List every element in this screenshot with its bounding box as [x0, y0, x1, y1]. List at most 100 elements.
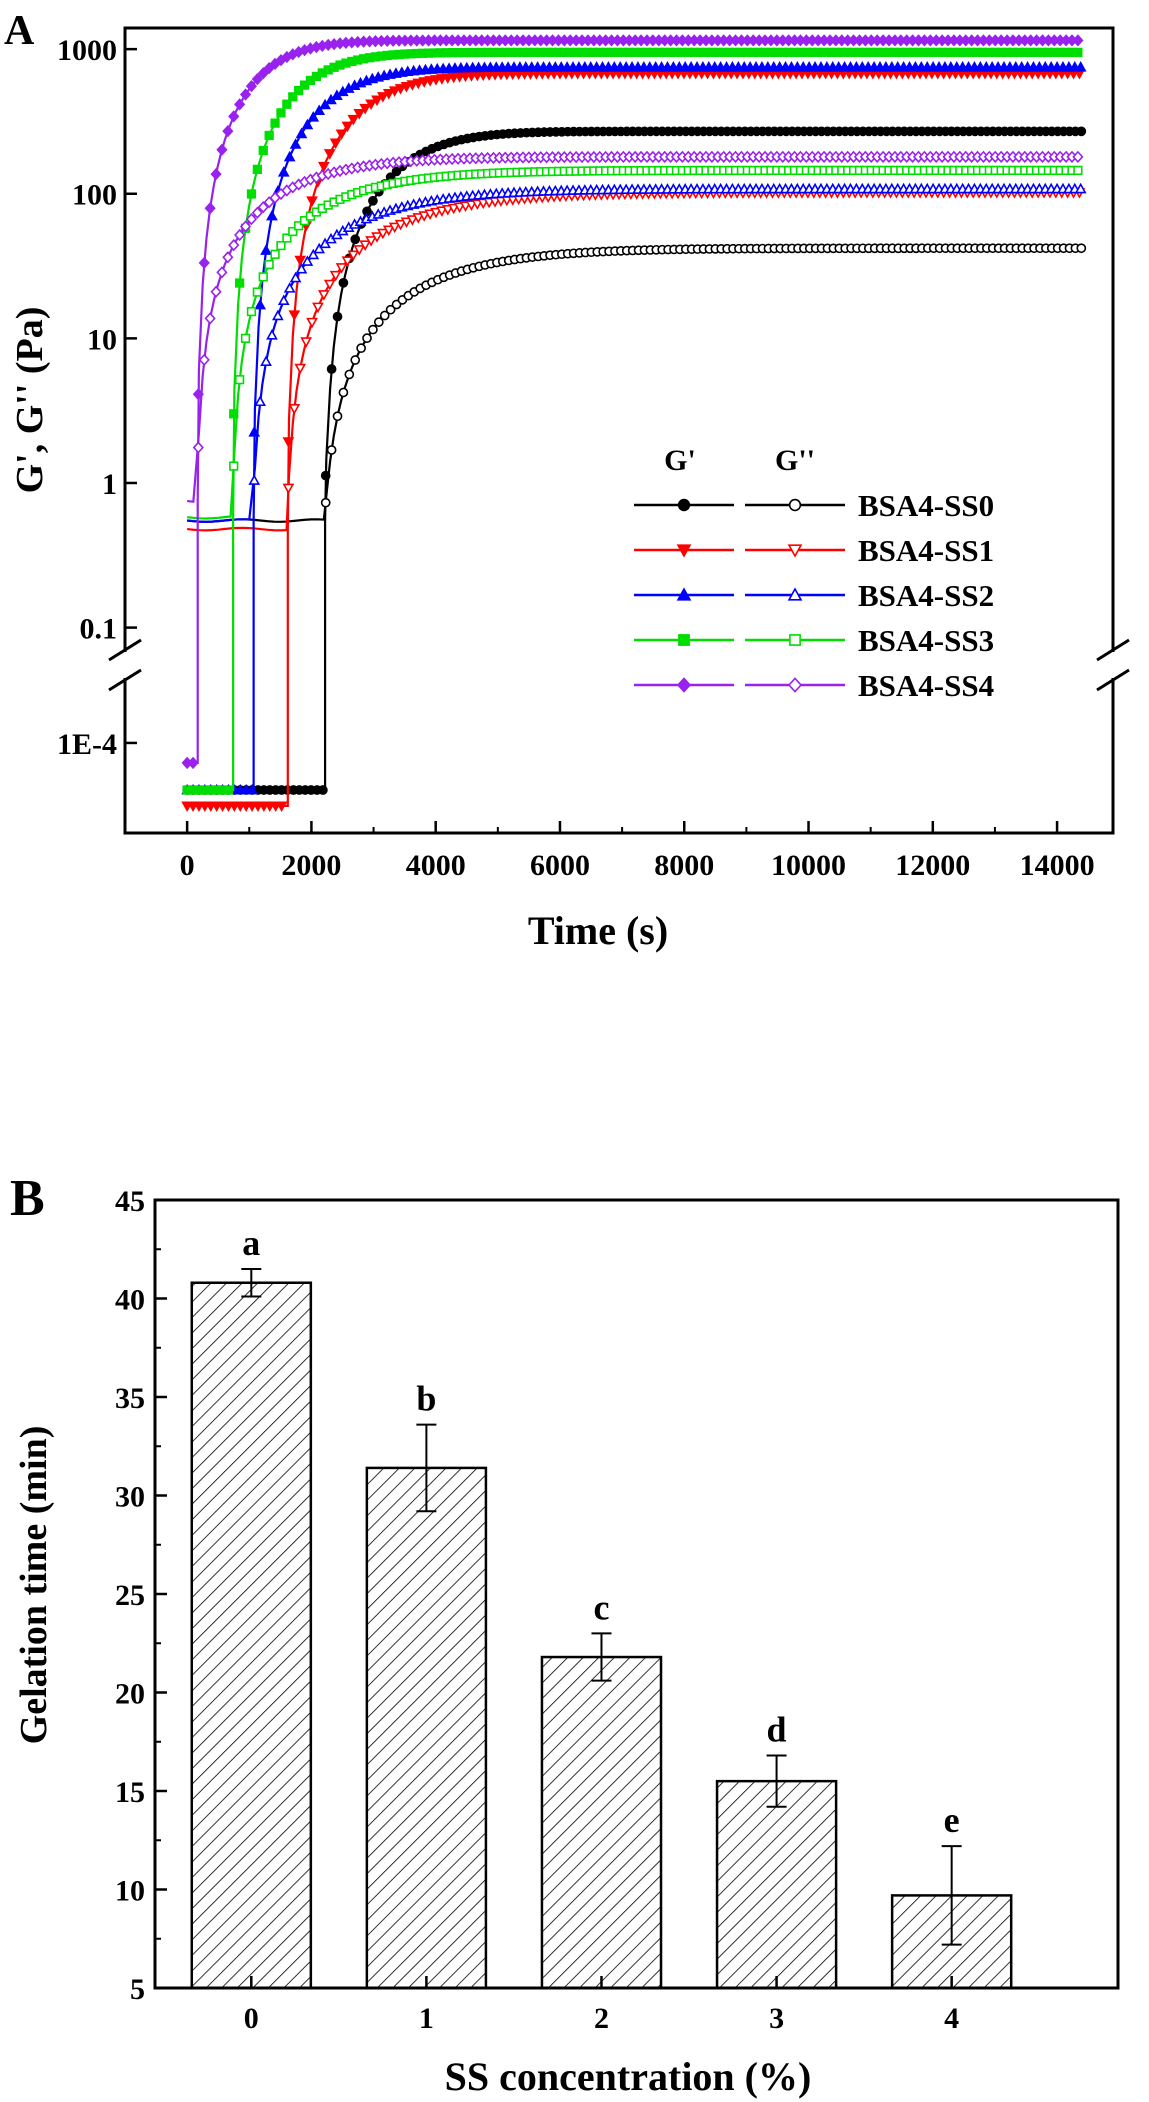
storage-point-BSA4-SS3	[264, 130, 274, 141]
loss-point-BSA4-SS0	[320, 497, 331, 508]
loss-point-BSA4-SS3	[240, 333, 251, 343]
storage-point-BSA4-SS2	[307, 111, 320, 122]
storage-point-low-BSA4-SS3	[223, 785, 234, 795]
storage-point-BSA4-SS4	[210, 167, 222, 181]
storage-point-BSA4-SS2	[313, 104, 326, 115]
loss-point-BSA4-SS2	[301, 255, 314, 266]
loss-point-BSA4-SS1	[300, 337, 312, 348]
y-tick-label: 25	[115, 1579, 145, 1612]
loss-point-BSA4-SS3	[264, 259, 274, 270]
storage-point-BSA4-SS2	[260, 244, 272, 255]
storage-point-BSA4-SS1	[412, 78, 425, 90]
x-tick-label: 2	[594, 2002, 609, 2035]
y-tick-label: 40	[115, 1284, 145, 1317]
y-tick-label: 20	[115, 1678, 145, 1711]
storage-point-BSA4-SS3	[282, 99, 292, 109]
legend-entry-BSA4-SS0: BSA4-SS0	[634, 488, 994, 523]
storage-point-BSA4-SS2	[266, 209, 278, 221]
y-break-slash	[1096, 668, 1130, 692]
legend-entry-BSA4-SS4: BSA4-SS4	[634, 668, 994, 703]
legend-marker-storage	[676, 587, 692, 601]
significance-letter: e	[944, 1800, 960, 1840]
loss-point-BSA4-SS1	[388, 222, 401, 234]
loss-point-BSA4-SS1	[424, 209, 436, 221]
y-tick-label: 5	[130, 1973, 145, 2006]
storage-point-BSA4-SS1	[288, 310, 301, 321]
storage-point-BSA4-SS4	[239, 88, 252, 101]
loss-point-BSA4-SS1	[430, 207, 442, 219]
storage-point-BSA4-SS2	[301, 118, 314, 130]
loss-point-BSA4-SS4	[234, 228, 246, 242]
loss-point-BSA4-SS2	[295, 262, 308, 274]
loss-point-BSA4-SS4	[216, 266, 228, 279]
legend-label: BSA4-SS2	[858, 578, 994, 613]
significance-letter: a	[242, 1223, 260, 1263]
storage-point-BSA4-SS1	[359, 103, 372, 115]
storage-point-BSA4-SS4	[198, 256, 210, 270]
loss-point-BSA4-SS1	[412, 213, 425, 224]
storage-point-BSA4-SS0	[350, 234, 361, 245]
loss-line-BSA4-SS1	[187, 191, 1080, 532]
loss-point-BSA4-SS1	[371, 232, 383, 243]
loss-point-BSA4-SS0	[356, 343, 366, 354]
legend-marker-loss	[788, 498, 802, 512]
storage-point-BSA4-SS1	[282, 437, 295, 448]
loss-point-BSA4-SS1	[282, 483, 295, 495]
loss-line-BSA4-SS2	[187, 187, 1079, 523]
legend-entry-BSA4-SS1: BSA4-SS1	[634, 533, 994, 568]
storage-point-low-BSA4-SS4	[187, 756, 199, 770]
loss-point-BSA4-SS1	[447, 203, 460, 215]
significance-letter: c	[593, 1587, 609, 1627]
loss-point-BSA4-SS3	[288, 226, 298, 237]
storage-point-BSA4-SS2	[248, 426, 261, 437]
loss-point-BSA4-SS1	[359, 240, 372, 251]
bar-0	[190, 1281, 313, 1990]
loss-point-BSA4-SS0	[385, 304, 396, 315]
loss-point-BSA4-SS4	[228, 238, 240, 252]
storage-point-BSA4-SS1	[365, 99, 377, 110]
bar-2	[540, 1655, 663, 1990]
legend-marker-storage	[676, 677, 692, 693]
loss-point-BSA4-SS1	[382, 225, 395, 237]
loss-point-BSA4-SS0	[1076, 243, 1087, 254]
storage-point-BSA4-SS3	[246, 189, 257, 199]
storage-point-BSA4-SS1	[394, 84, 407, 95]
storage-point-BSA4-SS3	[229, 409, 239, 419]
storage-point-BSA4-SS0	[391, 166, 402, 177]
loss-point-BSA4-SS2	[313, 242, 326, 254]
y-tick-label: 1	[102, 468, 117, 501]
storage-point-BSA4-SS0	[332, 311, 343, 322]
storage-point-BSA4-SS0	[368, 195, 378, 206]
panel-a-legend: G' G'' BSA4-SS0 BSA4-SS1 BSA4-SS2 BSA4-SS3 BSA…	[634, 444, 994, 703]
panel-b-y-axis-title: Gelation time (min)	[13, 1426, 55, 1745]
panel-a-series-group	[181, 34, 1087, 813]
loss-point-BSA4-SS2	[260, 355, 272, 366]
loss-point-BSA4-SS2	[289, 271, 302, 283]
storage-point-BSA4-SS1	[418, 77, 431, 88]
legend-marker-loss	[787, 587, 803, 601]
loss-point-BSA4-SS1	[329, 270, 342, 282]
storage-point-BSA4-SS1	[377, 92, 389, 103]
storage-point-BSA4-SS4	[251, 73, 263, 86]
storage-point-BSA4-SS1	[353, 109, 366, 120]
loss-point-BSA4-SS1	[394, 219, 407, 231]
loss-point-BSA4-SS1	[418, 211, 431, 222]
legend-label: BSA4-SS4	[858, 668, 994, 703]
loss-point-BSA4-SS1	[323, 279, 336, 291]
x-tick-label: 1	[419, 2002, 434, 2035]
x-tick-label: 0	[180, 849, 195, 882]
loss-point-BSA4-SS1	[406, 215, 419, 226]
y-break-gap-left	[117, 652, 133, 678]
storage-point-BSA4-SS1	[341, 121, 354, 133]
bar-3	[715, 1779, 838, 1990]
storage-point-BSA4-SS3	[288, 92, 298, 102]
loss-point-BSA4-SS2	[266, 329, 278, 340]
storage-point-BSA4-SS1	[388, 86, 401, 97]
storage-point-BSA4-SS2	[277, 166, 290, 177]
loss-point-BSA4-SS4	[204, 312, 216, 325]
x-tick-label: 12000	[895, 849, 970, 882]
y-tick-label: 30	[115, 1481, 145, 1514]
loss-point-BSA4-SS0	[373, 317, 384, 327]
loss-point-BSA4-SS0	[326, 445, 337, 455]
